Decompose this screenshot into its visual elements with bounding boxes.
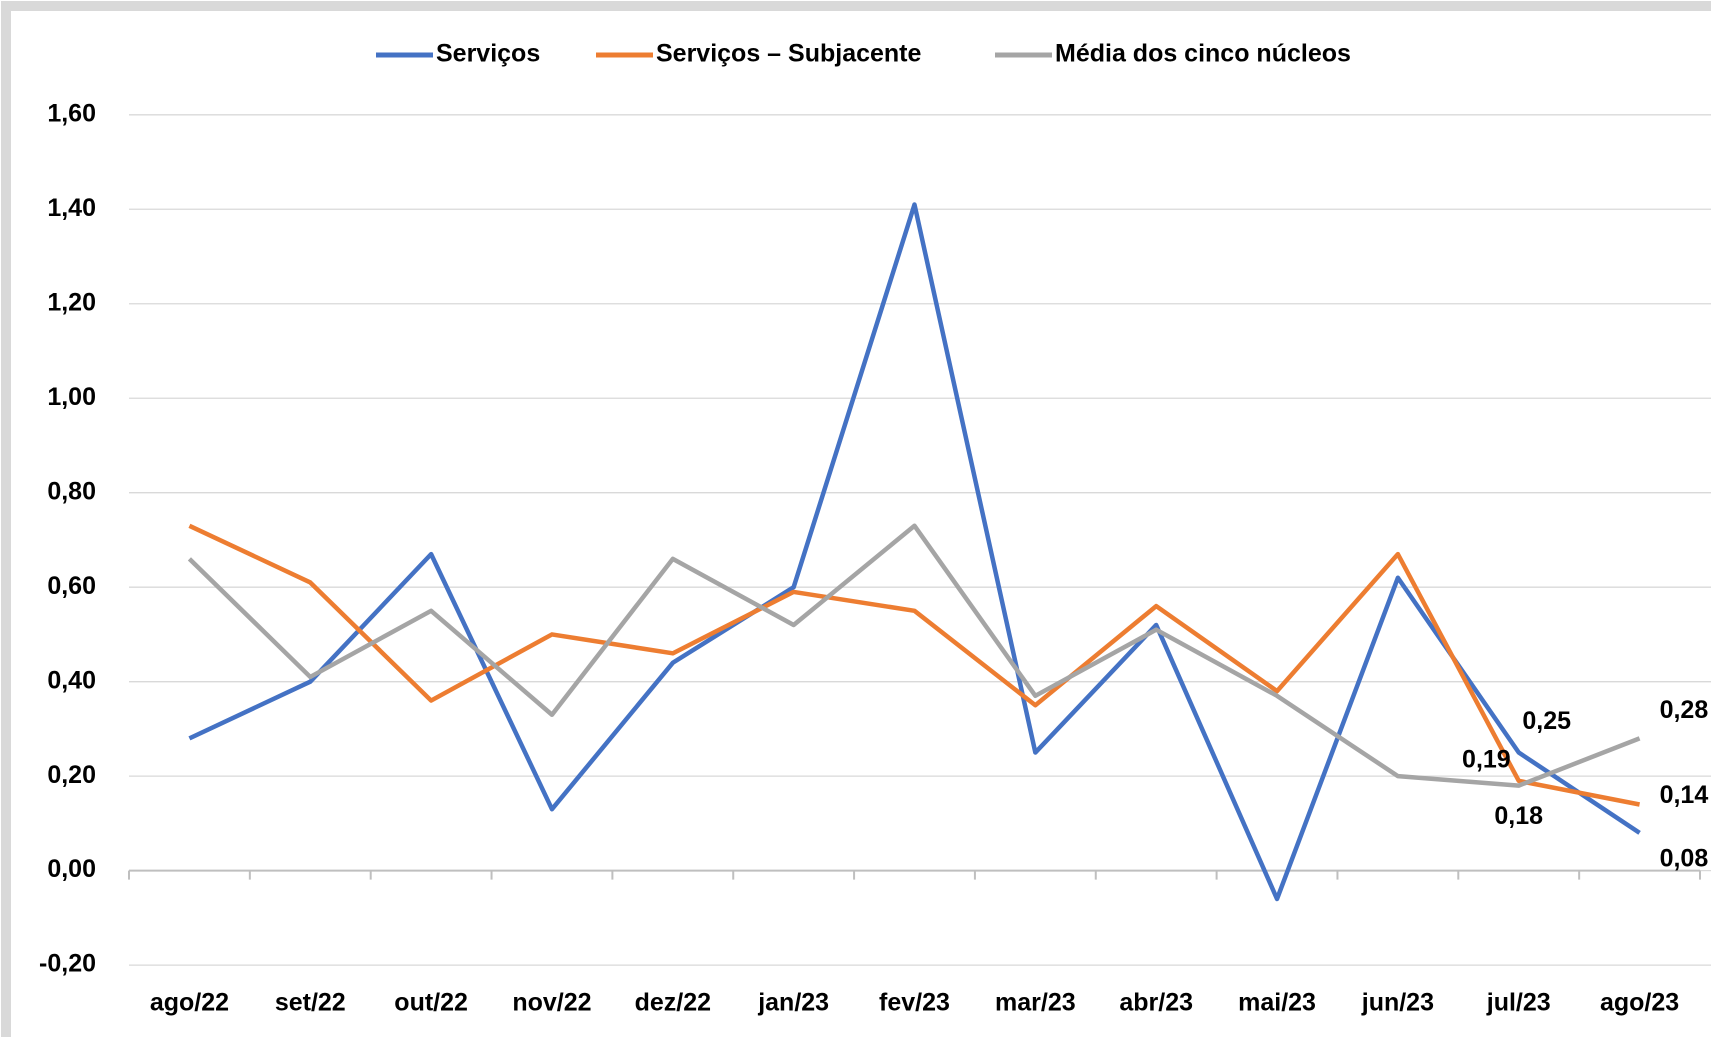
x-tick-label: jan/23 (757, 989, 829, 1017)
x-tick-label: jun/23 (1361, 989, 1434, 1017)
x-tick-label: set/22 (275, 989, 346, 1017)
y-tick-label: 0,00 (47, 855, 96, 883)
legend-label: Média dos cinco núcleos (1055, 40, 1351, 68)
y-tick-label: -0,20 (39, 950, 96, 978)
data-label: 0,28 (1660, 696, 1709, 724)
y-tick-label: 1,00 (47, 383, 96, 411)
y-tick-label: 1,60 (47, 99, 96, 127)
x-tick-label: dez/22 (635, 989, 711, 1017)
x-tick-label: ago/22 (150, 989, 229, 1017)
data-label: 0,19 (1462, 745, 1511, 773)
y-tick-label: 1,40 (47, 194, 96, 222)
series-line (187, 523, 1641, 788)
data-label: 0,25 (1522, 707, 1571, 735)
x-tick-label: fev/23 (879, 989, 950, 1017)
y-tick-label: 0,40 (47, 666, 96, 694)
x-tick-label: abr/23 (1119, 989, 1193, 1017)
data-label: 0,08 (1660, 844, 1709, 872)
legend-label: Serviços – Subjacente (656, 40, 922, 68)
data-label: 0,18 (1494, 802, 1543, 830)
data-label: 0,14 (1660, 781, 1709, 809)
legend-label: Serviços (436, 40, 540, 68)
y-tick-label: 0,80 (47, 477, 96, 505)
y-tick-label: 1,20 (47, 288, 96, 316)
y-tick-label: 0,60 (47, 572, 96, 600)
y-tick-label: 0,20 (47, 761, 96, 789)
series-line (188, 523, 1641, 807)
x-tick-label: mar/23 (995, 989, 1076, 1017)
x-tick-label: out/22 (394, 989, 468, 1017)
x-tick-label: nov/22 (512, 989, 591, 1017)
x-tick-label: ago/23 (1600, 989, 1679, 1017)
series-line (188, 202, 1641, 902)
x-tick-label: mai/23 (1238, 989, 1316, 1017)
x-tick-label: jul/23 (1486, 989, 1551, 1017)
